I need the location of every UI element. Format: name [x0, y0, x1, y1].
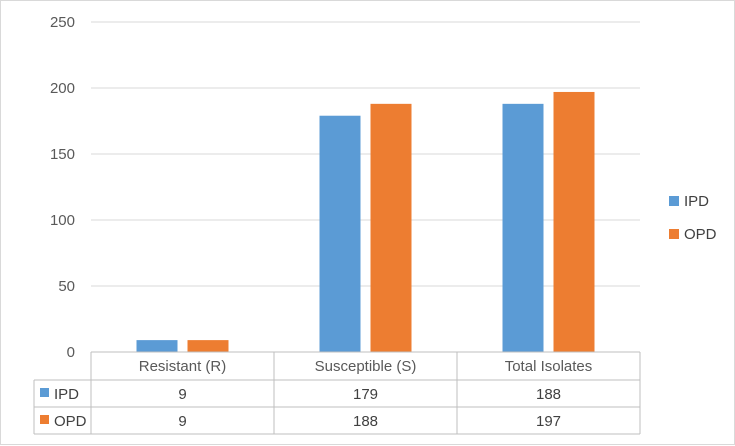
y-tick-label: 150: [50, 146, 75, 163]
category-label: Susceptible (S): [315, 358, 417, 375]
y-tick-label: 200: [50, 80, 75, 97]
data-label: 188: [536, 386, 561, 403]
table-key-opd: [40, 415, 49, 424]
legend-label: OPD: [684, 226, 717, 243]
bar-ipd: [136, 340, 178, 352]
bar-ipd: [502, 103, 544, 352]
y-tick-label: 250: [50, 14, 75, 31]
table-series-label: OPD: [54, 413, 87, 430]
bar-opd: [553, 91, 595, 353]
table-series-label: IPD: [54, 386, 79, 403]
category-label: Total Isolates: [505, 358, 593, 375]
bar-opd: [187, 340, 229, 352]
y-tick-label: 0: [67, 344, 75, 361]
data-label: 179: [353, 386, 378, 403]
data-label: 197: [536, 413, 561, 430]
legend-key-opd: [669, 229, 679, 239]
bar-ipd: [319, 115, 361, 352]
data-label: 188: [353, 413, 378, 430]
y-tick-label: 100: [50, 212, 75, 229]
data-label: 9: [178, 413, 186, 430]
table-key-ipd: [40, 388, 49, 397]
y-tick-label: 50: [58, 278, 75, 295]
data-label: 9: [178, 386, 186, 403]
category-label: Resistant (R): [139, 358, 227, 375]
legend-key-ipd: [669, 196, 679, 206]
legend-label: IPD: [684, 193, 709, 210]
bar-opd: [370, 103, 412, 352]
